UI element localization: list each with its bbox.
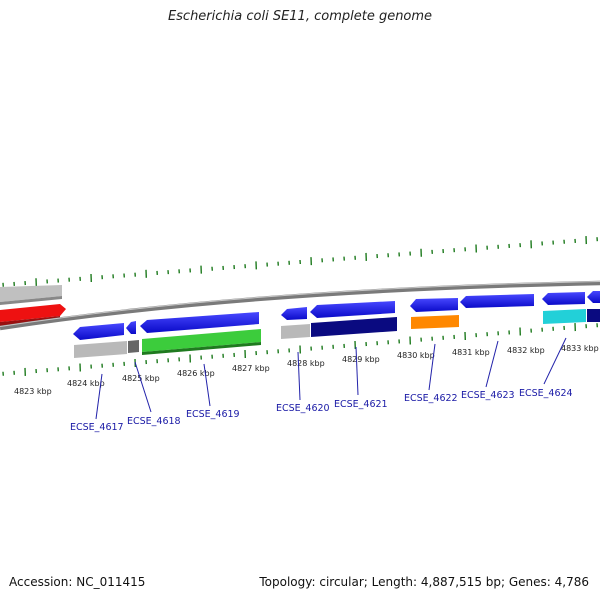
gene-label[interactable]: ECSE_4618	[127, 416, 181, 427]
gene-grey-left[interactable]	[0, 285, 62, 302]
chromosome-backbone	[0, 280, 600, 331]
gene-darkgrey-4618[interactable]	[128, 340, 139, 353]
gene-label[interactable]: ECSE_4620	[276, 403, 330, 414]
leader-lines	[95, 337, 567, 420]
kbp-tick-label: 4826 kbp	[177, 369, 215, 378]
gene-cyan-4624[interactable]	[543, 309, 586, 324]
gene-grey-4617[interactable]	[74, 341, 127, 358]
kbp-tick-label: 4825 kbp	[122, 374, 160, 383]
gene-blue-6[interactable]	[410, 298, 458, 312]
gene-label[interactable]: ECSE_4622	[404, 393, 458, 404]
gene-grey-left-shadow	[0, 296, 62, 305]
gene-navy-right[interactable]	[587, 309, 600, 322]
gene-green-4619-shadow	[142, 342, 261, 355]
gene-label[interactable]: ECSE_4619	[186, 409, 240, 420]
accession-text: Accession: NC_011415	[9, 575, 146, 589]
gene-label[interactable]: ECSE_4617	[70, 422, 124, 433]
gene-blue-3[interactable]	[140, 312, 259, 333]
kbp-tick-label: 4830 kbp	[397, 351, 435, 360]
kbp-tick-label: 4827 kbp	[232, 364, 270, 373]
gene-blue-4[interactable]	[281, 307, 307, 320]
kbp-tick-label: 4831 kbp	[452, 348, 490, 357]
gene-blue-8[interactable]	[542, 292, 585, 305]
gene-red-left[interactable]	[0, 304, 66, 322]
gene-blue-5[interactable]	[310, 301, 395, 318]
gene-grey-4620[interactable]	[281, 324, 310, 339]
genome-title: Escherichia coli SE11, complete genome	[167, 9, 433, 24]
gene-label[interactable]: ECSE_4624	[519, 388, 573, 399]
topology-text: Topology: circular; Length: 4,887,515 bp…	[259, 575, 589, 589]
gene-green-4619[interactable]	[142, 329, 261, 352]
chromosome-backbone-highlight	[0, 281, 600, 327]
gene-orange-4622[interactable]	[411, 315, 459, 329]
kbp-tick-label: 4833 kbp	[561, 344, 599, 353]
kbp-tick-label: 4832 kbp	[507, 346, 545, 355]
gene-label[interactable]: ECSE_4621	[334, 399, 388, 410]
kbp-tick-label: 4828 kbp	[287, 359, 325, 368]
kbp-tick-label: 4829 kbp	[342, 355, 380, 364]
gene-blue-9[interactable]	[587, 291, 600, 303]
gene-blue-7[interactable]	[460, 294, 534, 308]
outer-scale-ticks	[2, 236, 598, 287]
kbp-tick-label: 4824 kbp	[67, 379, 105, 388]
gene-blue-2[interactable]	[126, 321, 136, 334]
kbp-tick-label: 4823 kbp	[14, 387, 52, 396]
gene-navy-4621[interactable]	[311, 317, 397, 337]
gene-label[interactable]: ECSE_4623	[461, 390, 515, 401]
gene-blue-1[interactable]	[73, 323, 124, 340]
